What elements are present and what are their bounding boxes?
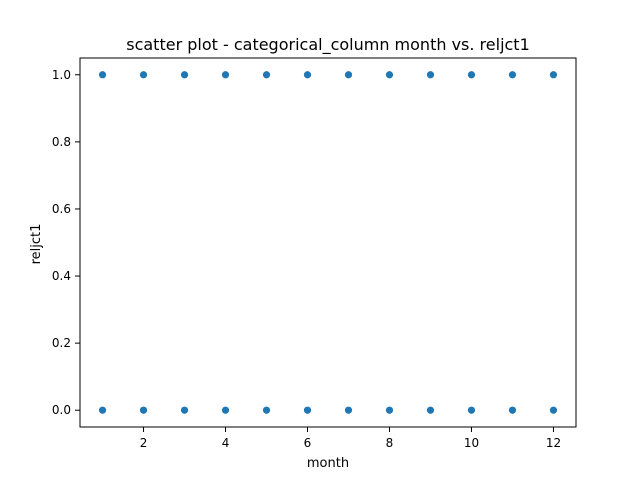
x-axis-label: month	[307, 456, 349, 471]
scatter-point	[180, 71, 189, 79]
y-tick-label: 0.2	[52, 336, 71, 350]
data-points	[98, 71, 558, 414]
x-tick-label: 4	[222, 436, 230, 450]
scatter-point	[98, 71, 107, 79]
scatter-point	[344, 406, 353, 414]
scatter-point	[385, 71, 394, 79]
scatter-point	[139, 406, 148, 414]
axes-frame	[79, 57, 577, 428]
x-tick-label: 2	[140, 436, 148, 450]
plot-area	[79, 57, 577, 428]
scatter-point	[303, 406, 312, 414]
y-tick-label: 0.4	[52, 269, 71, 283]
y-tick-label: 0.6	[52, 202, 71, 216]
y-tick-label: 0.0	[52, 403, 71, 417]
scatter-point	[549, 71, 558, 79]
scatter-point	[221, 406, 230, 414]
scatter-point	[426, 406, 435, 414]
scatter-point	[385, 406, 394, 414]
x-tick-label: 10	[464, 436, 479, 450]
scatter-point	[549, 406, 558, 414]
x-axis-ticks: 2 4 6 8 10 12	[140, 427, 561, 450]
scatter-point	[221, 71, 230, 79]
scatter-point	[262, 71, 271, 79]
scatter-point	[303, 71, 312, 79]
scatter-point	[467, 71, 476, 79]
scatter-point	[467, 406, 476, 414]
scatter-point	[180, 406, 189, 414]
y-tick-label: 0.8	[52, 135, 71, 149]
x-tick-label: 8	[386, 436, 394, 450]
scatter-point	[98, 406, 107, 414]
scatter-point	[262, 406, 271, 414]
x-tick-label: 6	[304, 436, 312, 450]
scatter-point	[426, 71, 435, 79]
scatter-point	[508, 71, 517, 79]
y-tick-label: 1.0	[52, 68, 71, 82]
y-axis-label: reljct1	[29, 224, 44, 265]
scatter-point	[508, 406, 517, 414]
x-tick-label: 12	[546, 436, 561, 450]
chart-title: scatter plot - categorical_column month …	[126, 35, 530, 55]
y-axis-ticks: 0.0 0.2 0.4 0.6 0.8 1.0	[52, 68, 80, 417]
scatter-point	[344, 71, 353, 79]
scatter-point	[139, 71, 148, 79]
